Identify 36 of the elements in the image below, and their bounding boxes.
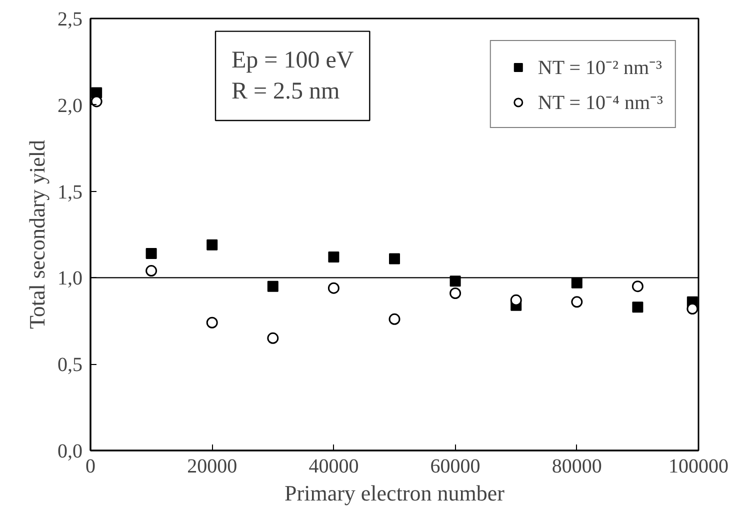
y-axis-title: Total secondary yield — [24, 140, 50, 330]
point — [388, 313, 400, 325]
legend-label: NT = 10⁻⁴ nm⁻³ — [538, 91, 663, 115]
y-tick-label: 1,0 — [58, 268, 82, 290]
point — [90, 96, 102, 108]
point — [328, 251, 340, 262]
y-tick-label: 2,5 — [58, 8, 82, 30]
annotation: Ep = 100 eV — [232, 47, 354, 74]
point — [686, 303, 698, 315]
point — [146, 248, 157, 260]
y-tick-label: 2,0 — [58, 94, 82, 117]
point — [146, 265, 158, 277]
x-axis-title: Primary electron number — [284, 480, 506, 506]
x-tick-label: 100000 — [668, 456, 728, 478]
point — [328, 282, 340, 294]
x-tick-label: 20000 — [187, 456, 238, 478]
point — [510, 294, 522, 306]
point — [450, 288, 462, 299]
point — [267, 280, 278, 292]
y-tick-label: 0,0 — [58, 440, 82, 462]
x-tick-label: 60000 — [430, 456, 480, 478]
x-tick-label: 0 — [86, 456, 96, 478]
point — [571, 277, 582, 288]
y-tick-label: 1,5 — [58, 181, 82, 204]
legend-label: NT = 10⁻² nm⁻³ — [538, 56, 662, 80]
y-tick-label: 0,5 — [58, 354, 82, 376]
point — [571, 296, 583, 308]
x-tick-label: 80000 — [552, 456, 602, 478]
point — [389, 253, 400, 264]
annotation: R = 2.5 nm — [232, 78, 340, 104]
x-tick-label: 40000 — [308, 456, 359, 478]
point — [206, 316, 218, 328]
point — [206, 239, 218, 250]
point — [632, 302, 644, 313]
point — [267, 332, 279, 344]
point — [632, 280, 644, 292]
